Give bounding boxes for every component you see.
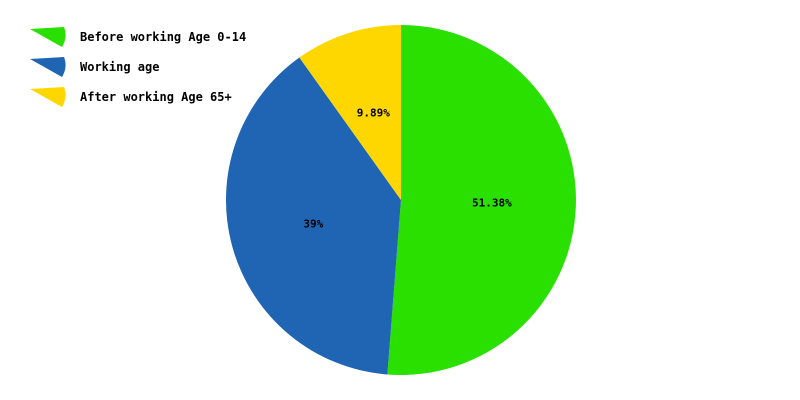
pie-slice-2: [299, 25, 401, 200]
pie-slice-label-0: 51.38%: [472, 197, 512, 210]
pie-slice-labels: 51.38% 39% 9.89%: [303, 106, 512, 230]
legend-marker-2: [30, 87, 66, 107]
pie-slice-label-1: 39%: [303, 217, 323, 230]
pie-slice-0: [387, 25, 576, 375]
pie-slice-1: [225, 57, 401, 375]
legend-marker-0: [30, 27, 66, 47]
legend-label-1: Working age: [80, 60, 159, 74]
legend-marker-1: [30, 57, 66, 77]
pie-slice-label-2: 9.89%: [357, 106, 390, 119]
pie-slices: [225, 25, 576, 375]
legend-label-0: Before working Age 0-14: [80, 30, 246, 44]
legend: Before working Age 0-14 Working age After …: [30, 27, 246, 107]
legend-label-2: After working Age 65+: [80, 90, 232, 104]
